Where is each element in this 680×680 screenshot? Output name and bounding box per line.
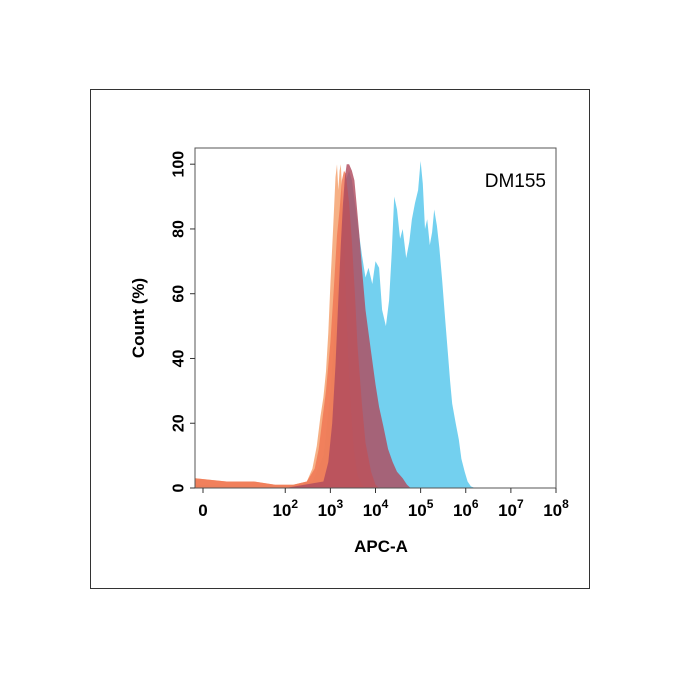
x-axis: 0 102 103 104 105 106 107 108 [198, 488, 569, 520]
chart-frame: 0 20 40 60 80 100 0 102 103 104 105 106 107 108 DM15… [90, 89, 590, 589]
x-tick-label: 105 [408, 497, 434, 520]
histogram-series-2 [195, 164, 366, 488]
x-axis-title: APC-A [354, 537, 408, 556]
x-tick-label: 102 [272, 497, 298, 520]
y-tick-label: 0 [171, 483, 188, 492]
series-layer [195, 161, 475, 488]
x-tick-label: 103 [318, 497, 344, 520]
y-tick-label: 100 [171, 151, 188, 178]
histogram-series-4 [285, 164, 411, 488]
y-axis: 0 20 40 60 80 100 [171, 151, 195, 492]
x-tick-label: 108 [543, 497, 569, 520]
histogram-chart: 0 20 40 60 80 100 0 102 103 104 105 106 107 108 DM15… [129, 147, 569, 556]
y-axis-title: Count (%) [129, 278, 148, 358]
y-tick-label: 40 [171, 349, 188, 367]
y-tick-label: 60 [171, 285, 188, 303]
sample-label: DM155 [485, 171, 546, 192]
x-tick-label: 106 [453, 497, 479, 520]
x-tick-label: 107 [498, 497, 524, 520]
y-tick-label: 20 [171, 414, 188, 432]
x-tick-label: 104 [363, 497, 389, 520]
y-tick-label: 80 [171, 220, 188, 238]
x-tick-label: 0 [198, 501, 207, 520]
